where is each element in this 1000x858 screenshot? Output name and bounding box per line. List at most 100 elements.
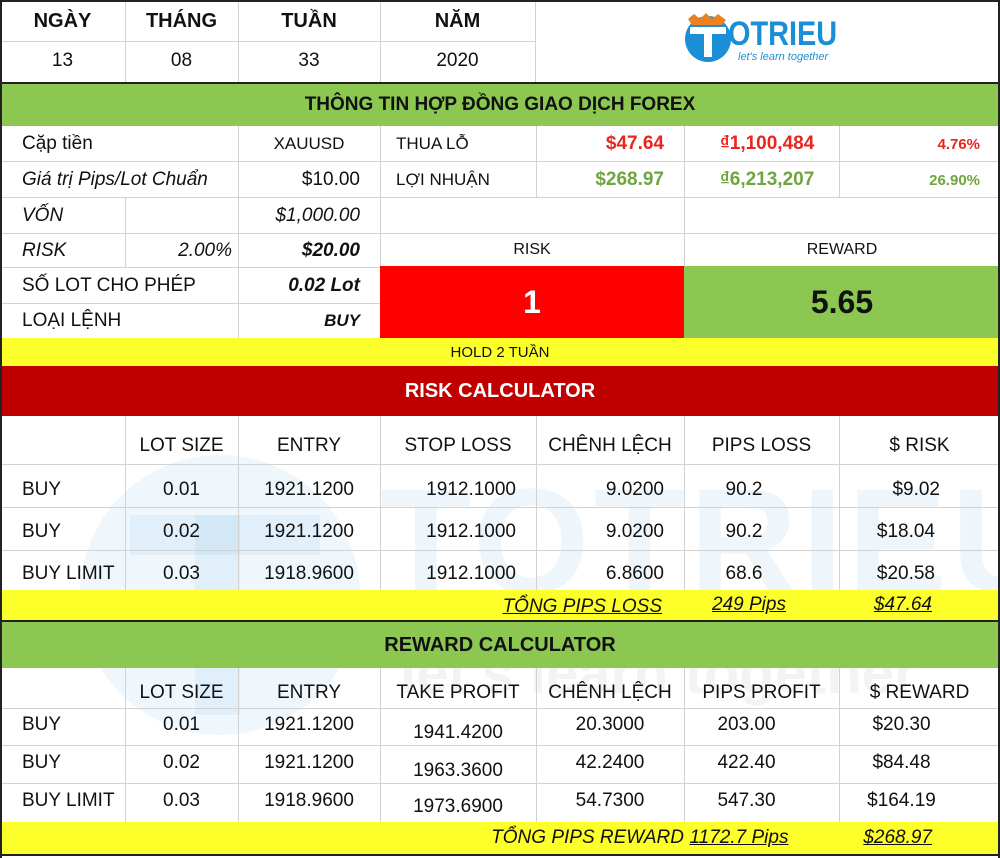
brand-logo: OTRIEU let's learn together: [682, 5, 842, 75]
grid-line: [684, 416, 685, 590]
pip-value-label: Giá trị Pips/Lot Chuẩn: [22, 169, 208, 190]
profit-percent: 26.90%: [929, 171, 980, 189]
reward-row-2-entry: 1921.1200: [264, 752, 354, 773]
reward-row-3-pips: 547.30: [717, 790, 776, 811]
risk-row-2-lot: 0.02: [163, 521, 200, 542]
border-line: [0, 82, 1000, 84]
day-value: 13: [51, 50, 74, 71]
reward-row-3-entry: 1918.9600: [264, 790, 354, 811]
pip-value: $10.00: [301, 169, 360, 190]
risk-row-1-entry: 1921.1200: [264, 479, 354, 500]
brand-logo-icon: [685, 13, 731, 62]
order-type-value: BUY: [324, 311, 360, 330]
reward-row-1-reward: $20.30: [872, 714, 931, 735]
grid-line: [839, 416, 840, 590]
risk-row-2-risk: $18.04: [876, 521, 935, 542]
reward-header-pips-profit: PIPS PROFIT: [702, 682, 821, 703]
reward-row-3-reward: $164.19: [867, 790, 936, 811]
risk-total-value: $47.64: [873, 594, 932, 615]
reward-row-1-take-profit: 1941.4200: [413, 722, 503, 743]
grid-line: [839, 126, 840, 198]
grid-line: [380, 126, 381, 266]
grid-line: [0, 745, 1000, 746]
grid-line: [684, 126, 685, 266]
grid-line: [380, 416, 381, 590]
risk-row-1-lot: 0.01: [163, 479, 200, 500]
year-value: 2020: [436, 50, 479, 71]
grid-line: [0, 708, 1000, 709]
reward-total-bar: [0, 822, 1000, 854]
grid-line: [125, 198, 126, 268]
month-value: 08: [170, 50, 193, 71]
grid-line: [536, 126, 537, 198]
rr-risk-value: 1: [380, 266, 684, 338]
grid-line: [0, 197, 1000, 198]
grid-line: [380, 0, 381, 84]
week-label: TUẦN: [281, 9, 337, 32]
risk-row-2-entry: 1921.1200: [264, 521, 354, 542]
border-line: [0, 854, 1000, 856]
risk-row-3-stop-loss: 1912.1000: [426, 563, 516, 584]
reward-row-1-entry: 1921.1200: [264, 714, 354, 735]
risk-row-1-type: BUY: [22, 479, 62, 500]
profit-usd: $268.97: [595, 169, 664, 190]
allowed-lot-value: 0.02 Lot: [288, 275, 360, 296]
grid-line: [238, 668, 239, 822]
capital-label: VỐN: [22, 205, 64, 226]
grid-line: [536, 668, 537, 822]
risk-row-3-difference: 6.8600: [605, 563, 664, 584]
contract-title: THÔNG TIN HỢP ĐỒNG GIAO DỊCH FOREX: [0, 84, 1000, 126]
pair-label: Cặp tiền: [22, 133, 93, 154]
reward-header-difference: CHÊNH LỆCH: [548, 682, 672, 703]
reward-total-pips: 1172.7 Pips: [689, 827, 789, 848]
reward-row-2-lot: 0.02: [163, 752, 200, 773]
grid-line: [0, 161, 1000, 162]
reward-row-1-type: BUY: [22, 714, 62, 735]
grid-line: [535, 0, 536, 84]
risk-percent: 2.00%: [178, 240, 232, 261]
hold-note: HOLD 2 TUẦN: [0, 338, 1000, 366]
risk-calculator-title: RISK CALCULATOR: [0, 366, 1000, 416]
year-label: NĂM: [434, 9, 481, 32]
risk-header-risk: $ RISK: [889, 435, 950, 456]
reward-calculator-title: REWARD CALCULATOR: [0, 622, 1000, 668]
grid-line: [125, 0, 126, 84]
loss-vnd: ₫1,100,484: [720, 133, 815, 154]
risk-label: RISK: [22, 240, 67, 261]
grid-line: [238, 0, 239, 84]
risk-header-entry: ENTRY: [276, 435, 342, 456]
grid-line: [0, 267, 380, 268]
risk-row-2-stop-loss: 1912.1000: [426, 521, 516, 542]
risk-row-3-risk: $20.58: [876, 563, 935, 584]
loss-label: THUA LỖ: [396, 134, 469, 153]
grid-line: [0, 41, 535, 42]
rr-reward-value: 5.65: [684, 266, 1000, 338]
border-line: [998, 0, 1000, 858]
pair-value: XAUUSD: [273, 134, 345, 153]
grid-line: [0, 550, 1000, 551]
risk-row-3-type: BUY LIMIT: [22, 563, 115, 584]
reward-header-take-profit: TAKE PROFIT: [396, 682, 520, 703]
risk-row-1-pips: 90.2: [725, 479, 763, 500]
grid-line: [0, 464, 1000, 465]
grid-line: [380, 668, 381, 822]
risk-header-lot-size: LOT SIZE: [139, 435, 224, 456]
risk-header-stop-loss: STOP LOSS: [404, 435, 512, 456]
profit-label: LỢI NHUẬN: [396, 170, 490, 189]
reward-row-2-pips: 422.40: [717, 752, 776, 773]
loss-usd: $47.64: [605, 133, 664, 154]
reward-row-2-take-profit: 1963.3600: [413, 760, 503, 781]
reward-row-3-take-profit: 1973.6900: [413, 796, 503, 817]
week-value: 33: [298, 50, 320, 71]
risk-amount: $20.00: [301, 240, 360, 261]
grid-line: [238, 416, 239, 590]
grid-line: [0, 507, 1000, 508]
reward-row-2-difference: 42.2400: [575, 752, 645, 773]
brand-logo-tagline: let's learn together: [738, 51, 829, 63]
grid-line: [125, 668, 126, 822]
reward-row-3-difference: 54.7300: [575, 790, 645, 811]
border-line: [0, 0, 2, 858]
border-line: [0, 620, 1000, 622]
brand-logo-text: OTRIEU: [728, 15, 838, 53]
risk-row-3-lot: 0.03: [163, 563, 200, 584]
